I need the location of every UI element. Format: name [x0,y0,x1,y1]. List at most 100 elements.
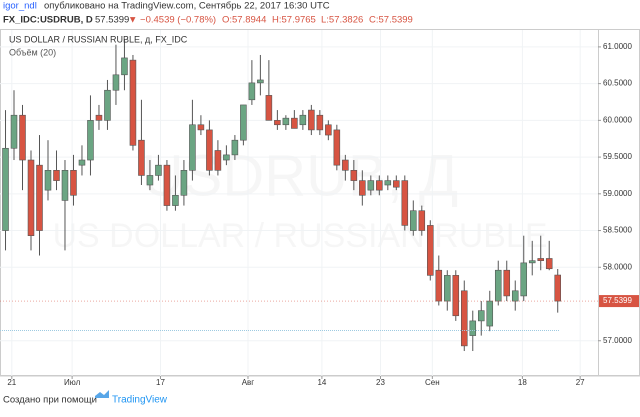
candle-body [240,104,247,141]
candle-body [444,275,451,302]
y-tick-label: 59.0000 [603,189,632,198]
candle-body [121,57,128,76]
y-tick-label: 60.0000 [603,115,632,124]
candle-body [189,124,196,171]
candle-body [452,275,460,317]
candle-body [36,164,43,231]
ohlc-c: C:57.5399 [369,15,413,26]
candle-body [291,117,298,129]
candle-body [10,114,18,149]
candle-body [393,180,400,188]
candle-body [265,95,273,121]
candle-body [95,114,103,121]
y-tick-label: 60.5000 [603,79,632,88]
candle-body [427,225,434,276]
candle-body [469,320,477,336]
x-tick-label: 18 [518,378,527,387]
footer-brand[interactable]: TradingView [112,395,168,406]
candle-body [206,129,213,171]
candle-body [70,170,77,196]
ohlc-h: H:57.9765 [272,15,316,26]
candle-body [78,159,86,166]
candle-body [146,175,154,186]
x-tick-label: 21 [7,378,16,387]
x-tick-label: 14 [317,378,326,387]
candle-body [231,139,239,156]
candle-body [2,147,9,231]
x-tick-label: Июл [64,378,81,387]
candle-body [410,210,417,231]
y-tick-label: 58.5000 [603,226,632,235]
candle-body [316,114,324,131]
candle-body [503,269,511,297]
candle-body [112,74,120,91]
ohlc-l: L:57.3826 [321,15,363,26]
candle-body [367,180,375,191]
candle-body [376,180,383,191]
brand-logo [95,390,109,398]
candle-body [282,117,290,126]
candle-body [19,114,26,161]
candle-body [554,274,561,302]
candle-body [308,109,315,131]
candle-body [155,164,162,176]
y-tick-label: 59.5000 [603,152,632,161]
watermark: USDRUB, Д US DOLLAR / RUSSIAN RUBLE [52,143,547,255]
candle-body [214,150,222,171]
candle-body [163,164,171,206]
candle-body [44,170,52,191]
change: ▼ −0.4539 (−0.78%) [128,15,216,26]
ohlc-o: O:57.8944 [222,15,266,26]
candle-body [342,159,349,171]
candle-body [520,262,528,297]
candle-body [27,159,35,236]
x-tick-label: Авг [242,378,255,387]
candle-body [359,180,366,196]
candle-body [418,210,426,231]
candle-body [129,59,137,146]
candle-body [61,170,69,201]
candle-body [87,120,94,161]
candle-body [528,260,536,264]
candle-body [274,120,281,126]
candle-body [248,82,256,101]
x-tick-label: 17 [156,378,165,387]
watermark-name: US DOLLAR / RUSSIAN RUBLE [52,217,547,255]
symbol: FX_IDC:USDRUB, D [3,15,93,26]
published: опубликовано на TradingView.com, Сентябр… [44,1,330,12]
x-tick-label: 27 [576,378,585,387]
y-tick-label: 58.0000 [603,262,632,271]
price: 57.5399 [95,15,129,26]
candle-body [384,180,392,186]
candle-body [172,194,179,206]
candle-body [299,114,307,126]
candle-body [138,139,145,176]
candle-body [104,89,111,121]
candle-body [333,129,341,166]
x-tick-label: 23 [376,378,385,387]
y-tick-label: 61.0000 [603,42,632,51]
candle-body [223,154,230,161]
candle-body [537,258,545,261]
footer-text: Создано при помощи [3,395,97,406]
candle-body [401,180,409,226]
candle-body [494,269,502,302]
candle-body [511,290,519,302]
candle-body [350,170,358,181]
y-tick-label: 57.0000 [603,336,632,345]
chart-subtitle: Объём (20) [9,47,56,57]
candle-body [325,124,332,136]
chart-title: US DOLLAR / RUSSIAN RUBLE, д, FX_IDC [9,34,188,44]
candle-body [197,124,205,131]
candle-body [460,290,468,347]
last-price-label: 57.5399 [603,296,632,305]
publisher[interactable]: igor_ndl [3,1,37,12]
candle-body [545,258,553,270]
candle-body [257,79,264,84]
candle-body [53,170,60,181]
last-price-box [599,295,639,308]
plot [0,30,598,376]
candle-body [435,269,443,302]
candle-body [180,170,188,196]
